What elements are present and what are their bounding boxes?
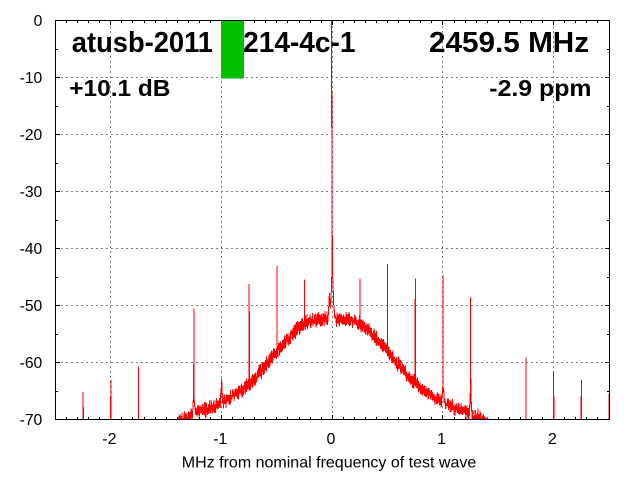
svg-text:-20: -20	[20, 127, 43, 144]
svg-text:2459.5 MHz: 2459.5 MHz	[429, 27, 589, 59]
svg-text:-60: -60	[20, 355, 43, 372]
svg-text:-1: -1	[213, 431, 227, 448]
svg-text:214-4c-1: 214-4c-1	[243, 27, 355, 59]
svg-text:-2: -2	[102, 431, 116, 448]
svg-text:0: 0	[326, 431, 335, 448]
svg-text:atusb-2011: atusb-2011	[72, 27, 213, 59]
svg-text:-30: -30	[20, 184, 43, 201]
svg-text:1: 1	[437, 431, 446, 448]
svg-text:2: 2	[548, 431, 557, 448]
svg-text:-70: -70	[20, 412, 43, 429]
svg-text:MHz from nominal frequency of: MHz from nominal frequency of test wave	[182, 454, 477, 471]
svg-text:0: 0	[34, 13, 43, 30]
svg-text:+10.1 dB: +10.1 dB	[69, 75, 170, 101]
svg-text:-50: -50	[20, 298, 43, 315]
svg-text:-40: -40	[20, 241, 43, 258]
svg-text:-10: -10	[20, 70, 43, 87]
svg-text:-2.9 ppm: -2.9 ppm	[489, 75, 591, 101]
